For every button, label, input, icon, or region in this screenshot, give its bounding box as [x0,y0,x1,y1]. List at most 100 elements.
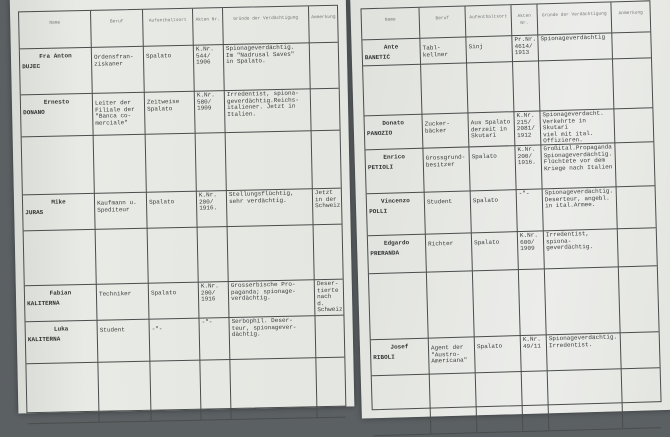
nr-cell: K.Nr. 200/ 1916. [196,190,228,227]
surname: BANETIĆ [364,53,391,61]
nr-cell: Pr.Nr. 4614/ 1913 [512,34,539,62]
column-header: Gründe der Verdächtigung [537,2,613,35]
gruende-cell: Grosserbische Pro- paganda; spionage- ve… [228,279,316,318]
ort-cell [147,226,199,283]
ort-cell: Spalato [146,190,198,228]
ort-cell: Spalato [471,231,519,271]
given-name: Edgardo [383,239,410,247]
name-cell: Donato PANOZIO [364,113,424,150]
given-name [24,141,91,142]
name-cell: Fra Anton DUJEC [19,46,93,95]
ort-cell: Sinj [466,35,514,63]
ort-cell: Spalato [469,145,517,191]
ort-cell: -"- [149,317,201,361]
column-header: Name [19,10,92,49]
name-cell [23,228,97,286]
surname: KALITERNA [27,299,60,307]
name-cell [21,134,95,195]
anmerkung-cell [310,42,339,89]
anmerkung-cell [612,31,651,58]
gruende-cell: Spionageverdächtig. Im "Nadrusal Saves" … [223,42,311,91]
ort-cell: Spalato [470,189,518,233]
gruende-cell: Großital.Propaganda Spionageverdächtig. … [541,142,617,189]
ort-cell: Aus Spalato derzeit in Skutari [468,111,516,147]
anmerkung-cell [613,57,652,108]
right-register-table: Name Beruf Aufenthaltsort Akten Nr. Gründe d… [360,0,662,437]
right-register-page: Name Beruf Aufenthaltsort Akten Nr. Gründe d… [350,0,670,437]
given-name: Ernesto [43,98,70,106]
surname: DUJEC [22,62,41,70]
column-header: Aufenthaltsort [143,8,194,46]
given-name [371,278,424,279]
anmerkung-cell [312,130,341,189]
gruende-cell: Spionageverdächtig [538,32,613,61]
column-header: Beruf [419,6,467,38]
name-cell [371,373,432,436]
column-header: Gründe der Verdächtigung [222,6,310,45]
given-name: Enrico [383,153,406,161]
surname: RIBOLI [373,353,395,361]
name-cell: Edgardo PRERANDA [367,233,427,274]
nr-cell: K.Nr. 544/ 1906 [193,44,225,91]
surname [26,235,93,236]
anmerkung-cell [316,357,345,418]
ort-cell: Spalato [148,281,200,319]
ort-cell [475,371,524,433]
surname: DONANO [23,108,45,116]
beruf-cell: Tabl- kellner [420,36,468,64]
beruf-cell: Richter [425,232,473,272]
beruf-cell [98,360,152,422]
given-name [29,368,96,369]
gruende-cell: Spionageverdächtig. Deserteur, angebl. i… [542,186,618,231]
beruf-cell: Student [97,318,151,362]
register-row [363,57,653,117]
surname [374,380,427,381]
name-cell: Ante BANETIĆ [362,37,422,66]
given-name: Fabian [49,289,72,297]
name-cell [363,63,423,116]
beruf-cell: Grossgrund- besitzer [423,146,471,192]
name-cell: Vincenzo POLLI [366,191,426,236]
nr-cell: K.Nr. 49/11 [520,334,548,372]
anmerkung-cell [621,331,660,368]
surname: POLLI [369,207,388,215]
gruende-cell: Stellungsflüchtig, sehr verdächtig. [226,188,314,227]
ort-cell [150,359,202,421]
beruf-cell: Agent der "Austro- Americana" [428,336,476,374]
column-header: Beruf [91,9,144,47]
gruende-cell [538,58,615,111]
name-cell: Josef RIBOLI [370,337,430,376]
given-name [26,235,93,236]
name-cell: Mike JURAS [22,192,96,231]
surname: JURAS [25,208,44,216]
beruf-cell [95,227,149,284]
anmerkung-cell [617,185,656,228]
ort-cell: Zeitweise Spalato [144,90,196,134]
anmerkung-cell [622,367,662,428]
register-row [26,356,346,425]
gruende-cell [230,357,318,420]
nr-cell: K.Nr. 580/ 1909 [194,90,226,133]
gruende-cell [547,368,624,431]
surname [24,141,91,142]
surname [365,70,418,71]
nr-cell [521,370,550,432]
surname: PETIOLI [367,163,394,171]
anmerkung-cell [314,224,343,280]
gruende-cell [225,130,313,191]
nr-cell [200,359,232,420]
name-cell [368,271,429,340]
register-row [23,223,343,287]
gruende-cell: Serbophil. Deser- teur, spionagever- däc… [229,315,317,360]
given-name: Vincenzo [380,197,410,205]
anmerkung-cell: Jetzt in der Schweiz [314,188,341,210]
anmerkung-cell [619,265,659,332]
name-cell: Luka KALITERNA [25,319,99,364]
gruende-cell: Irredentist, spiona- geverdächtig.Reichs… [224,88,312,133]
beruf-cell: Zucker- bäcker [422,112,470,148]
column-header: Anmerkung [311,14,336,21]
nr-cell [197,226,229,282]
beruf-cell [426,270,475,338]
given-name [365,70,418,71]
surname [29,368,96,369]
